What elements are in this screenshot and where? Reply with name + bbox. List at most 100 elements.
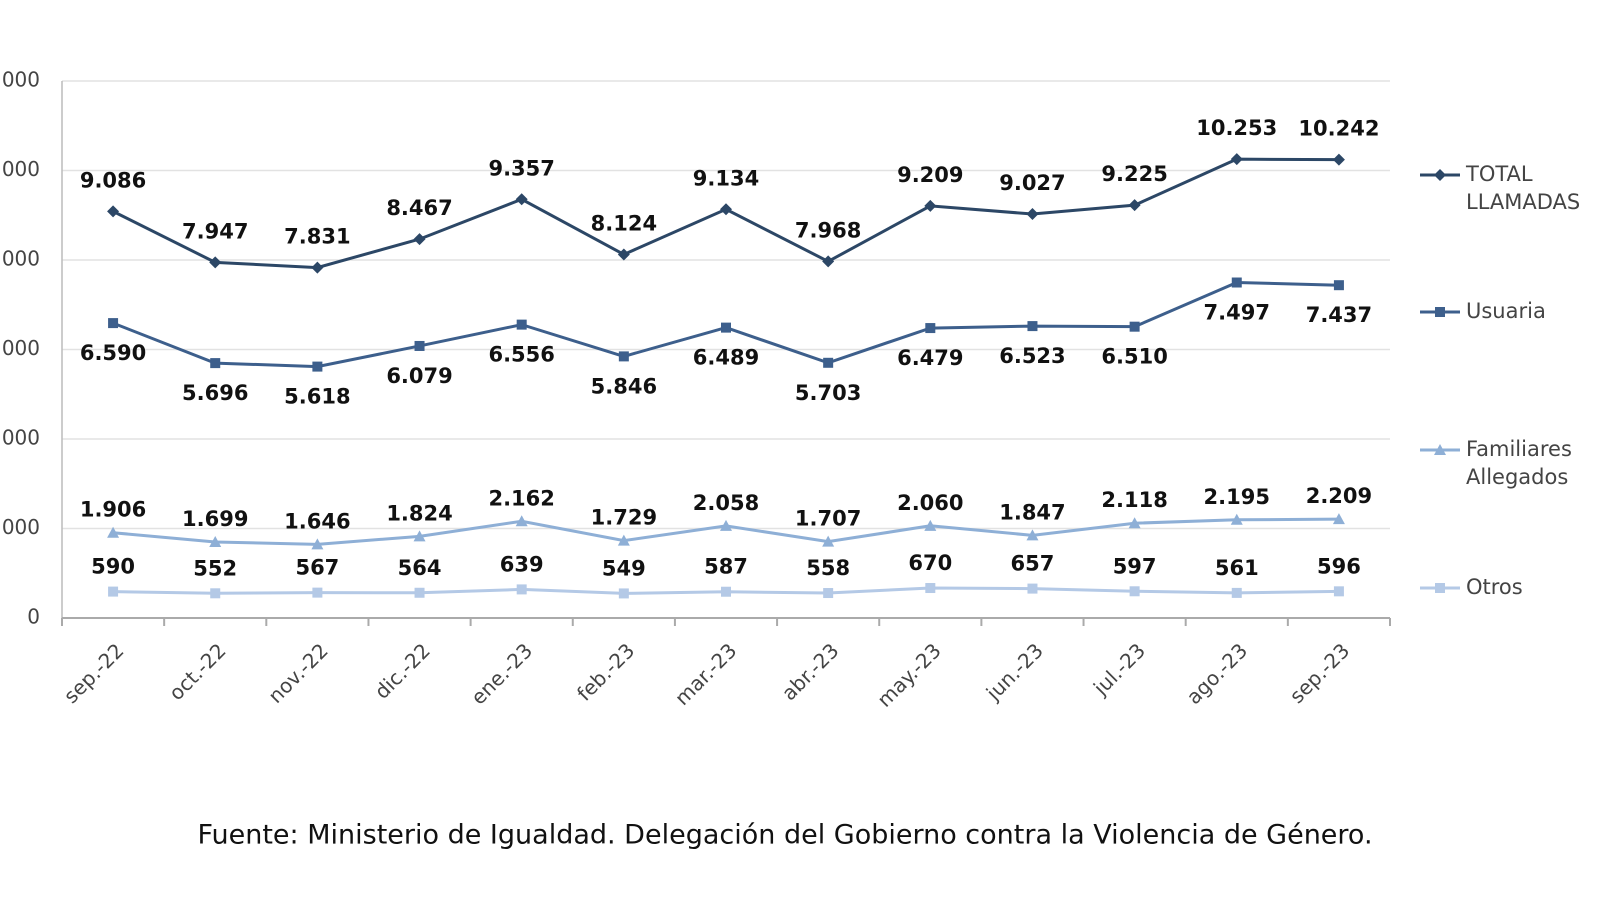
- data-point: [1129, 586, 1140, 597]
- data-point: [720, 519, 732, 531]
- data-point: [312, 361, 323, 372]
- data-label: 10.253: [1196, 116, 1277, 140]
- data-point: [516, 584, 527, 595]
- legend-label-line: Familiares: [1466, 437, 1572, 461]
- data-label: 1.707: [795, 507, 861, 531]
- data-label: 6.479: [897, 346, 963, 370]
- data-label: 9.225: [1101, 162, 1167, 186]
- data-label: 9.086: [80, 168, 146, 192]
- data-point: [414, 340, 425, 351]
- data-label: 567: [295, 556, 339, 580]
- source: Fuente: Ministerio de Igualdad. Delegaci…: [197, 820, 1372, 851]
- data-point: [618, 588, 629, 599]
- data-label: 5.696: [182, 381, 248, 405]
- data-label: 5.618: [284, 385, 350, 409]
- legend-marker: [1434, 444, 1446, 455]
- data-point: [617, 248, 630, 261]
- legend-label: Otros: [1466, 575, 1523, 599]
- data-point: [1026, 529, 1039, 541]
- data-point: [515, 193, 528, 206]
- data-point: [617, 534, 630, 546]
- x-tick-label: mar.-23: [670, 638, 742, 710]
- data-label: 558: [806, 556, 850, 580]
- x-tick-label: may.-23: [872, 638, 945, 711]
- legend-label-line: TOTAL: [1465, 162, 1533, 186]
- data-point: [924, 199, 937, 212]
- data-label: 1.699: [182, 507, 248, 531]
- data-point: [1333, 586, 1344, 597]
- data-label: 5.703: [795, 381, 861, 405]
- data-label: 9.027: [999, 171, 1065, 195]
- data-point: [107, 205, 120, 218]
- data-label: 2.195: [1204, 485, 1270, 509]
- data-point: [209, 535, 222, 547]
- x-tick-label: sep.-22: [59, 638, 129, 708]
- data-label: 6.510: [1101, 345, 1167, 369]
- y-tick-label: 4.000: [0, 426, 40, 450]
- data-point: [515, 515, 528, 527]
- data-label: 6.523: [999, 344, 1065, 368]
- data-label: 2.118: [1101, 488, 1167, 512]
- legend-marker: [1434, 169, 1446, 181]
- x-tick-label: jun.-23: [981, 638, 1048, 705]
- legend-label: TOTAL LLAMADAS: [1465, 162, 1580, 214]
- data-point: [1026, 208, 1039, 221]
- x-tick-label: ago.-23: [1182, 638, 1253, 709]
- y-tick-label: 6.000: [0, 336, 40, 360]
- data-point: [210, 358, 221, 369]
- data-point: [1230, 153, 1243, 166]
- y-tick-label: 2.000: [0, 515, 40, 539]
- data-point: [1128, 199, 1141, 212]
- data-label: 1.906: [80, 498, 146, 522]
- data-label: 8.467: [386, 196, 452, 220]
- data-label: 9.209: [897, 163, 963, 187]
- data-point: [823, 588, 834, 599]
- data-point: [925, 583, 936, 594]
- data-label: 7.968: [795, 218, 861, 242]
- x-tick-label: jul.-23: [1088, 638, 1150, 700]
- data-label: 1.824: [386, 501, 452, 525]
- data-label: 564: [398, 556, 442, 580]
- data-label: 8.124: [591, 211, 657, 235]
- data-point: [414, 587, 425, 598]
- data-label: 2.209: [1306, 484, 1372, 508]
- data-label: 10.242: [1298, 117, 1379, 141]
- data-point: [1128, 517, 1141, 529]
- data-point: [721, 322, 731, 333]
- data-point: [1333, 280, 1344, 291]
- y-tick-label: 8.000: [0, 247, 40, 271]
- legend-label: Usuaria: [1466, 299, 1546, 323]
- data-label: 597: [1113, 554, 1157, 578]
- data-point: [618, 351, 629, 362]
- data-label: 5.846: [591, 374, 657, 398]
- data-point: [925, 323, 936, 334]
- data-label: 2.060: [897, 491, 963, 515]
- data-point: [413, 530, 426, 542]
- data-point: [108, 318, 119, 329]
- y-tick-label: 0: [27, 605, 40, 629]
- legend-label: Familiares Allegados: [1466, 437, 1572, 489]
- data-label: 6.556: [488, 343, 554, 367]
- data-label: 657: [1011, 552, 1055, 576]
- data-label: 561: [1215, 556, 1259, 580]
- data-label: 670: [908, 551, 952, 575]
- data-point: [1027, 321, 1038, 332]
- data-label: 639: [500, 552, 544, 576]
- legend-label-line: LLAMADAS: [1466, 190, 1580, 214]
- data-label: 6.590: [80, 341, 146, 365]
- data-point: [1332, 513, 1345, 525]
- data-label: 7.831: [284, 225, 350, 249]
- data-point: [108, 586, 119, 597]
- data-label: 2.162: [488, 486, 554, 510]
- data-point: [720, 203, 732, 216]
- data-label: 1.847: [999, 500, 1065, 524]
- data-point: [311, 261, 324, 274]
- data-point: [107, 526, 120, 538]
- data-label: 6.079: [386, 364, 452, 388]
- data-point: [1231, 277, 1242, 288]
- data-label: 1.646: [284, 509, 350, 533]
- data-label: 596: [1317, 554, 1361, 578]
- data-label: 6.489: [693, 346, 759, 370]
- data-label: 549: [602, 556, 646, 580]
- data-label: 1.729: [591, 506, 657, 530]
